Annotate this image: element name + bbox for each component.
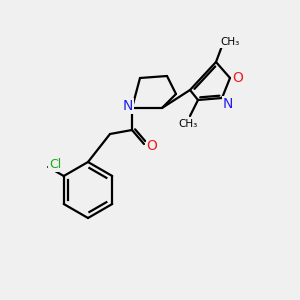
Text: O: O: [232, 71, 243, 85]
Text: Cl: Cl: [49, 158, 61, 172]
Text: N: N: [223, 97, 233, 111]
Text: N: N: [123, 99, 133, 113]
Text: O: O: [147, 139, 158, 153]
Text: CH₃: CH₃: [220, 37, 240, 47]
Text: CH₃: CH₃: [178, 119, 198, 129]
